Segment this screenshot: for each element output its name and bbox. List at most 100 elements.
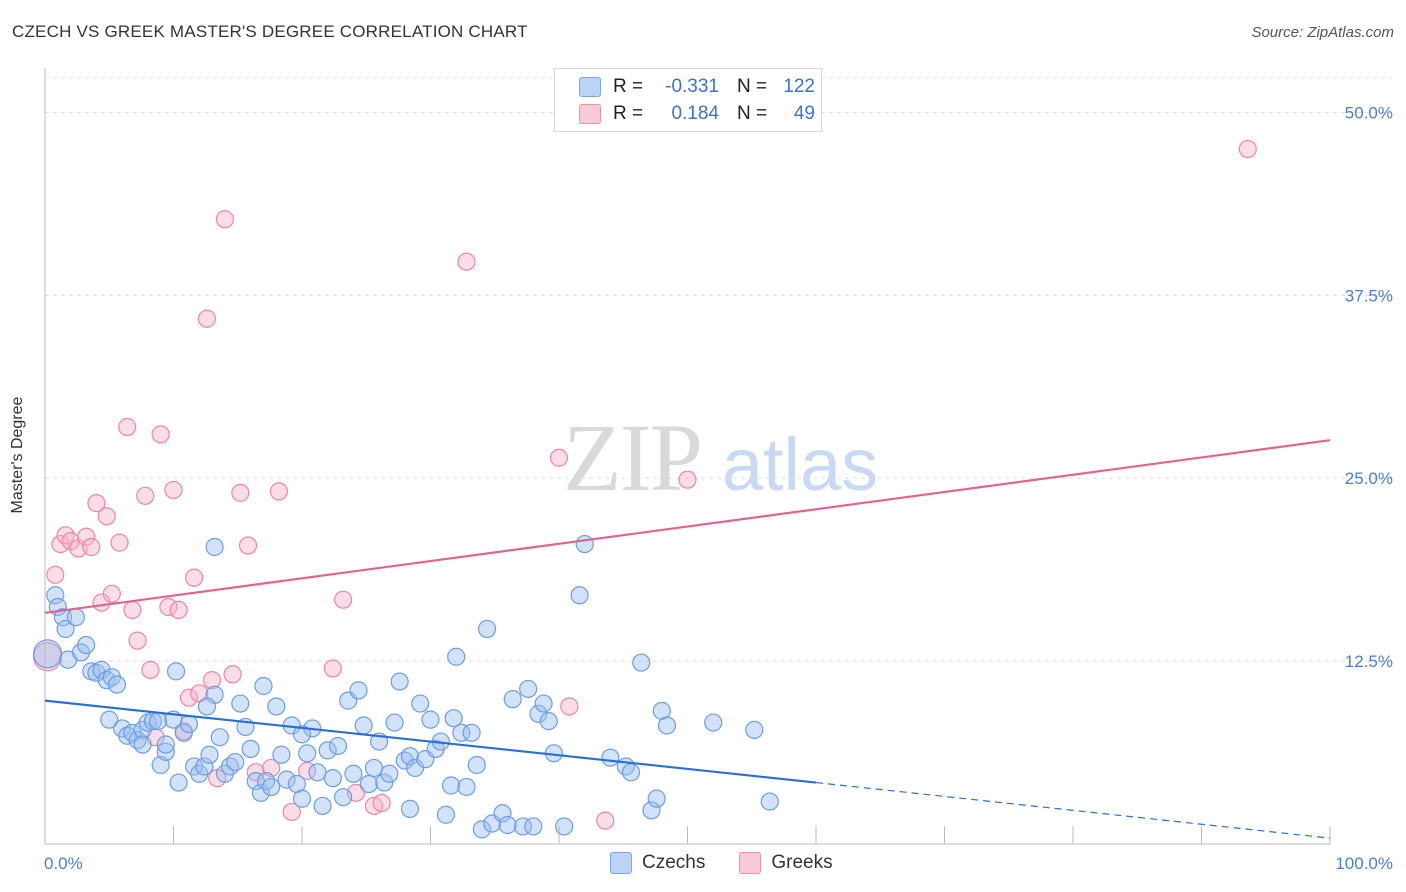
czech-point: [745, 720, 764, 739]
greek-point: [151, 425, 170, 444]
y-tick-label: 50.0%: [1345, 103, 1393, 122]
czech-point: [256, 771, 276, 791]
greek-point: [159, 597, 178, 617]
czech-point: [411, 694, 430, 713]
czech-point: [179, 714, 199, 734]
greek-point: [457, 252, 476, 271]
czech-point: [621, 763, 641, 782]
greek-point: [136, 486, 155, 505]
greek-point: [197, 309, 217, 328]
legend-swatch-czechs: [579, 77, 601, 97]
czech-point: [334, 788, 353, 807]
czech-point: [380, 764, 399, 783]
greek-point: [77, 527, 96, 546]
x-tick-label: 0.0%: [44, 854, 83, 873]
greek-point: [282, 802, 301, 821]
czech-point: [292, 789, 312, 808]
legend-item-czechs: Czechs: [610, 852, 705, 874]
czech-point: [251, 783, 270, 802]
legend-swatch-greeks: [579, 104, 601, 124]
greek-point: [46, 565, 65, 584]
legend-n-label: N =: [737, 103, 768, 124]
greek-point: [372, 793, 391, 813]
czech-point: [277, 770, 296, 789]
czech-point: [539, 712, 558, 731]
greek-point: [169, 600, 188, 620]
czech-point: [457, 777, 476, 797]
greek-point: [82, 537, 101, 557]
czech-point: [364, 758, 384, 778]
czech-point: [704, 713, 723, 732]
czech-point: [231, 694, 250, 713]
legend-r-label: R =: [613, 76, 644, 97]
greek-point: [97, 507, 116, 526]
czech-point: [472, 820, 491, 839]
czech-point: [421, 710, 440, 729]
greek-point: [560, 697, 579, 716]
y-tick-label: 37.5%: [1345, 286, 1393, 305]
czech-point: [148, 712, 168, 731]
czech-trend-line: [44, 699, 817, 784]
watermark-zip: ZIP: [563, 404, 701, 511]
y-tick-label: 12.5%: [1345, 652, 1393, 671]
czech-point: [632, 653, 651, 672]
czech-point: [467, 755, 486, 775]
czech-point: [385, 713, 404, 732]
czech-point: [254, 676, 273, 696]
legend-n-value: 49: [793, 103, 815, 124]
greek-point: [141, 660, 160, 679]
czech-point: [575, 534, 594, 554]
greek-trend-line: [44, 439, 1331, 614]
czech-point: [46, 586, 65, 605]
czech-point: [555, 817, 574, 836]
chart-title: CZECH VS GREEK MASTER'S DEGREE CORRELATI…: [12, 22, 528, 41]
greek-point: [56, 526, 75, 545]
czech-point: [503, 690, 522, 709]
watermark: ZIP atlas: [563, 404, 878, 511]
legend-r-value: -0.331: [665, 76, 719, 97]
grid: [45, 77, 1392, 662]
czech-point: [77, 635, 96, 655]
czech-point: [166, 662, 186, 681]
legend-r-value: 0.184: [671, 103, 719, 124]
greek-point: [215, 210, 234, 229]
greek-point: [596, 811, 615, 830]
czech-point: [462, 723, 481, 742]
czech-point: [92, 660, 111, 679]
legend-r-label: R =: [613, 103, 644, 124]
czech-point: [760, 792, 779, 811]
legend-row-greeks: R = 0.184 N = 49: [579, 101, 815, 127]
tick-labels: 12.5% 25.0% 37.5% 50.0% 0.0% 100.0%: [44, 103, 1393, 873]
czech-point: [447, 647, 466, 666]
czech-point: [53, 608, 73, 627]
legend-n-value: 122: [783, 76, 815, 97]
czech-point: [647, 789, 666, 808]
czech-point: [375, 773, 394, 792]
czech-point: [56, 619, 75, 639]
czech-point: [441, 776, 461, 795]
czech-point: [100, 710, 119, 729]
czech-point: [169, 773, 188, 792]
czech-point: [200, 745, 219, 764]
czech-point: [156, 742, 175, 761]
czech-point: [241, 739, 260, 759]
greek-point: [334, 590, 353, 609]
y-tick-label: 25.0%: [1345, 469, 1393, 488]
czech-trend-extension: [815, 781, 1331, 839]
czech-point: [601, 748, 620, 767]
czech-point: [323, 769, 342, 788]
czech-point: [657, 716, 677, 735]
czech-point: [349, 681, 368, 700]
czech-point: [642, 801, 661, 820]
legend-swatch-greeks: [739, 852, 762, 874]
czech-point: [519, 679, 538, 699]
greek-point: [231, 483, 250, 502]
czech-point: [66, 608, 85, 627]
czech-point: [308, 763, 327, 782]
czech-point: [205, 537, 224, 557]
czech-point: [226, 752, 245, 772]
czech-point: [292, 725, 312, 744]
series-greeks: [32, 139, 1257, 830]
axes: [44, 68, 1331, 845]
czech-point: [97, 671, 116, 690]
